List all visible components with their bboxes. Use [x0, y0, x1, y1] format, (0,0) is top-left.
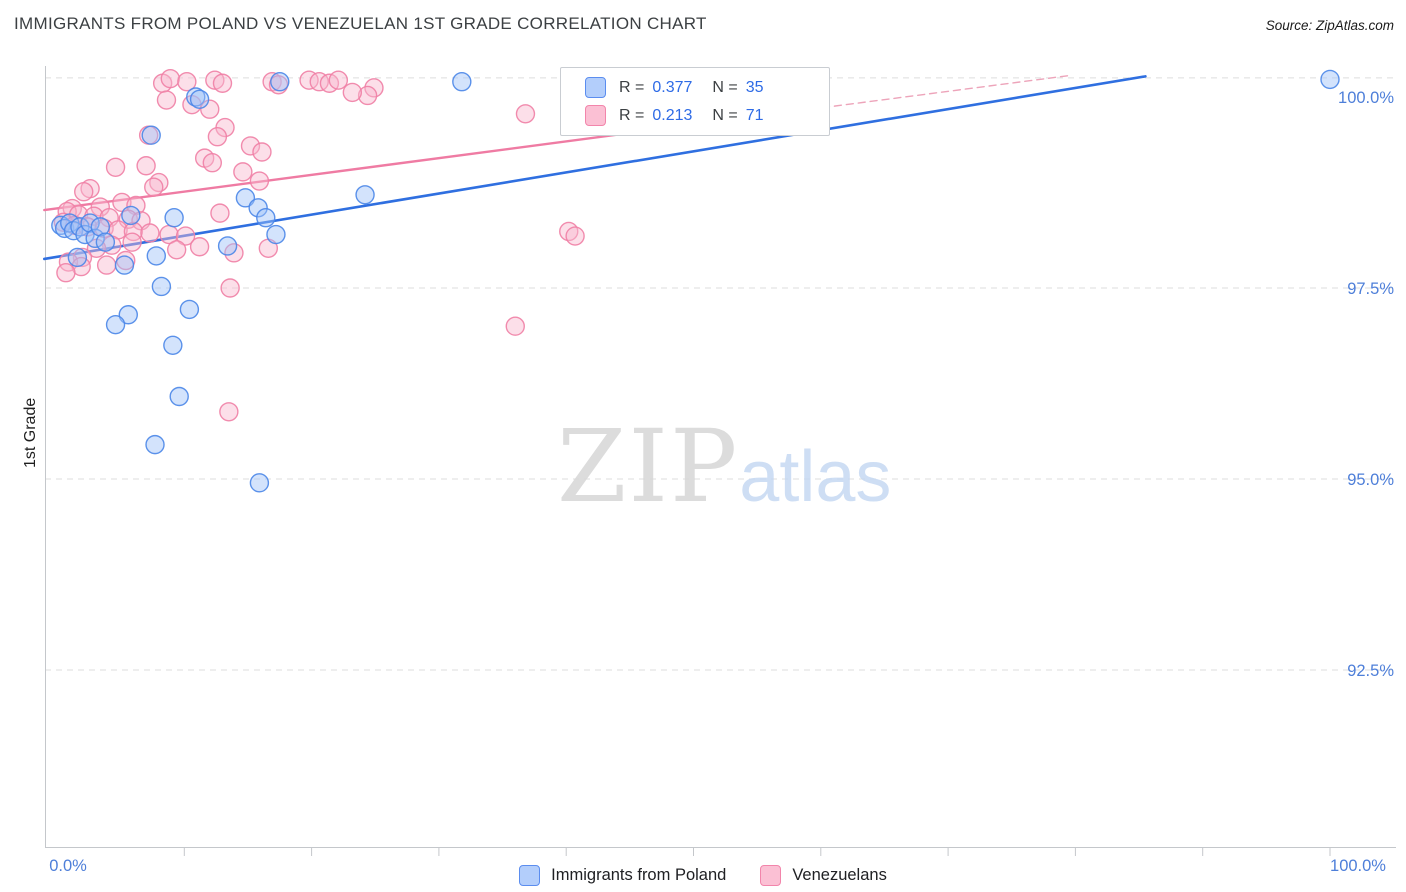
venezuelan-swatch — [585, 105, 606, 126]
scatter-point-poland — [1320, 69, 1340, 90]
n-label: N = — [712, 106, 738, 124]
venezuelan-swatch — [760, 865, 782, 886]
scatter-point-venezuelan — [166, 240, 187, 260]
scatter-point-venezuelan — [207, 127, 228, 147]
scatter-point-poland — [85, 228, 105, 249]
scatter-point-poland — [121, 205, 141, 226]
scatter-point-poland — [270, 72, 290, 92]
scatter-point-poland — [249, 473, 270, 493]
poland-swatch — [519, 865, 541, 886]
scatter-point-poland — [114, 255, 135, 275]
scatter-point-venezuelan — [156, 90, 177, 110]
scatter-point-venezuelan — [565, 226, 585, 246]
bottom-legend-label: Venezuelans — [792, 866, 887, 884]
scatter-point-venezuelan — [96, 255, 117, 275]
scatter-point-venezuelan — [105, 157, 126, 177]
scatter-point-poland — [105, 314, 126, 335]
scatter-point-venezuelan — [505, 316, 525, 336]
bottom-legend: Immigrants from Poland Venezuelans — [0, 865, 1406, 886]
scatter-point-poland — [90, 217, 110, 237]
scatter-point-poland — [248, 198, 268, 218]
r-value: 0.377 — [652, 78, 693, 96]
scatter-point-venezuelan — [189, 237, 210, 257]
bottom-legend-item-venezuelan: Venezuelans — [760, 865, 887, 886]
scatter-point-venezuelan — [364, 78, 384, 98]
scatter-point-venezuelan — [175, 226, 196, 246]
y-tick-label: 92.5% — [1347, 662, 1394, 680]
scatter-point-poland — [67, 247, 88, 268]
scatter-point-venezuelan — [249, 171, 270, 191]
scatter-point-venezuelan — [122, 232, 142, 252]
bottom-legend-label: Immigrants from Poland — [551, 866, 727, 884]
y-tick-label: 95.0% — [1347, 471, 1394, 489]
scatter-point-poland — [75, 224, 95, 245]
scatter-point-venezuelan — [56, 263, 76, 283]
scatter-point-venezuelan — [160, 68, 180, 89]
scatter-point-venezuelan — [219, 402, 239, 422]
y-tick-label: 100.0% — [1338, 89, 1394, 107]
r-label: R = — [619, 78, 645, 96]
scatter-point-venezuelan — [220, 278, 240, 298]
scatter-point-poland — [95, 232, 116, 252]
scatter-point-venezuelan — [299, 70, 319, 90]
page-title: IMMIGRANTS FROM POLAND VS VENEZUELAN 1ST… — [14, 14, 707, 33]
legend-row-poland: R = 0.377 N = 35 — [585, 77, 817, 98]
trend-line-poland — [42, 75, 1147, 261]
source-label: Source: ZipAtlas.com — [1265, 18, 1394, 33]
scatter-point-venezuelan — [144, 177, 164, 197]
scatter-point-venezuelan — [240, 136, 261, 156]
r-label: R = — [619, 106, 645, 124]
scatter-point-venezuelan — [177, 72, 197, 92]
r-value: 0.213 — [652, 106, 693, 124]
scatter-point-venezuelan — [328, 70, 349, 90]
n-label: N = — [712, 78, 738, 96]
scatter-point-poland — [355, 185, 375, 205]
scatter-point-venezuelan — [357, 85, 378, 106]
scatter-point-poland — [189, 89, 210, 109]
scatter-point-venezuelan — [210, 203, 230, 223]
scatter-point-poland — [179, 299, 200, 320]
scatter-point-poland — [151, 276, 172, 297]
scatter-point-poland — [146, 246, 166, 266]
scatter-point-poland — [266, 224, 286, 245]
scatter-point-poland — [256, 208, 276, 228]
trend-line-venezuelan — [809, 74, 1070, 110]
x-tick-label: 0.0% — [49, 857, 87, 875]
y-tick-label: 97.5% — [1347, 280, 1394, 298]
n-value: 71 — [745, 106, 764, 124]
scatter-point-poland — [118, 305, 138, 325]
scatter-point-venezuelan — [309, 72, 329, 92]
scatter-point-venezuelan — [515, 104, 536, 124]
scatter-point-poland — [141, 125, 161, 145]
scatter-point-poland — [217, 236, 238, 256]
scatter-point-venezuelan — [74, 182, 94, 202]
scatter-point-venezuelan — [140, 223, 160, 243]
scatter-point-poland — [163, 335, 183, 355]
scatter-point-poland — [452, 72, 472, 92]
scatter-point-venezuelan — [136, 156, 156, 176]
correlation-legend: R = 0.377 N = 35 R = 0.213 N = 71 — [560, 67, 830, 136]
scatter-point-venezuelan — [200, 99, 220, 119]
scatter-point-venezuelan — [252, 142, 272, 162]
legend-row-venezuelan: R = 0.213 N = 71 — [585, 105, 817, 126]
scatter-point-venezuelan — [233, 162, 253, 182]
scatter-point-venezuelan — [202, 153, 223, 173]
x-tick-label: 100.0% — [1330, 857, 1386, 875]
poland-swatch — [585, 77, 606, 98]
scatter-point-poland — [235, 188, 256, 208]
n-value: 35 — [745, 78, 764, 96]
scatter-point-venezuelan — [212, 73, 233, 93]
bottom-legend-item-poland: Immigrants from Poland — [519, 865, 726, 886]
scatter-point-poland — [169, 386, 189, 407]
scatter-point-poland — [145, 434, 165, 455]
scatter-point-venezuelan — [342, 82, 363, 103]
y-axis-title: 1st Grade — [22, 397, 39, 468]
scatter-point-poland — [164, 208, 184, 228]
scatter-point-poland — [80, 213, 100, 233]
